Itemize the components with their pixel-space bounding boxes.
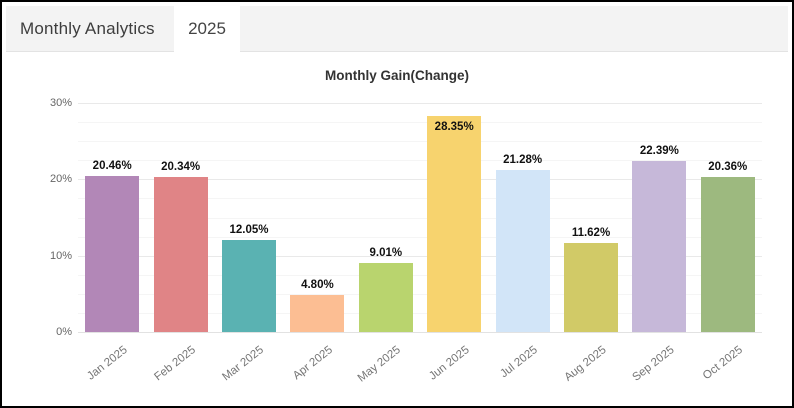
x-axis-label: Jun 2025: [426, 344, 472, 383]
x-axis-label: Sep 2025: [630, 344, 677, 384]
y-axis-tick-label: 20%: [49, 173, 72, 186]
panel-title: Monthly Analytics: [20, 19, 155, 38]
gridline: [78, 103, 762, 104]
gridline: [78, 312, 762, 314]
header-band: Monthly Analytics 2025: [6, 6, 788, 52]
bar-value-label: 11.62%: [571, 227, 611, 240]
chart-title: Monthly Gain(Change): [325, 68, 469, 83]
bar-jan-2025[interactable]: [85, 175, 140, 332]
x-axis-label: Mar 2025: [220, 344, 267, 384]
x-axis-label: Apr 2025: [290, 344, 335, 383]
x-axis-label: Aug 2025: [562, 344, 609, 384]
bar-jun-2025[interactable]: [427, 115, 482, 332]
bar-value-label: 9.01%: [369, 247, 403, 260]
y-axis-tick-label: 10%: [49, 249, 72, 262]
x-axis-label: Jan 2025: [84, 344, 130, 383]
bar-mar-2025[interactable]: [222, 240, 276, 332]
bar-aug-2025[interactable]: [564, 243, 618, 332]
tab-2025[interactable]: 2025: [174, 6, 240, 52]
y-axis-tick-label: 30%: [49, 97, 72, 109]
gridline: [78, 274, 762, 276]
bar-value-label: 4.80%: [301, 279, 334, 292]
bar-value-label: 12.05%: [229, 224, 269, 237]
x-axis-label: Jul 2025: [498, 344, 540, 381]
bar-sep-2025[interactable]: [632, 161, 687, 332]
gridline: [78, 255, 762, 257]
bar-may-2025[interactable]: [358, 263, 413, 332]
bar-value-label: 20.36%: [708, 160, 748, 173]
bar-value-label: 28.35%: [434, 120, 474, 133]
gridline: [78, 198, 762, 200]
gridline: [78, 141, 762, 143]
gridline: [78, 332, 762, 333]
x-axis-label: Oct 2025: [701, 344, 746, 383]
bar-oct-2025[interactable]: [700, 176, 755, 332]
gridline: [78, 236, 762, 238]
bar-jul-2025[interactable]: [495, 169, 550, 332]
gridline: [78, 160, 762, 162]
gridline: [78, 217, 762, 219]
bar-value-label: 20.46%: [92, 159, 132, 172]
bar-value-label: 21.28%: [503, 153, 543, 166]
y-axis-tick-label: 0%: [56, 326, 72, 338]
bar-value-label: 22.39%: [639, 145, 679, 158]
x-axis-label: May 2025: [355, 344, 404, 385]
bar-feb-2025[interactable]: [153, 176, 208, 332]
bar-apr-2025[interactable]: [290, 295, 345, 332]
gridline: [78, 122, 762, 124]
gridline: [78, 179, 762, 181]
gridline: [78, 293, 762, 295]
bar-value-label: 20.34%: [161, 160, 201, 173]
x-axis-label: Feb 2025: [152, 344, 198, 384]
